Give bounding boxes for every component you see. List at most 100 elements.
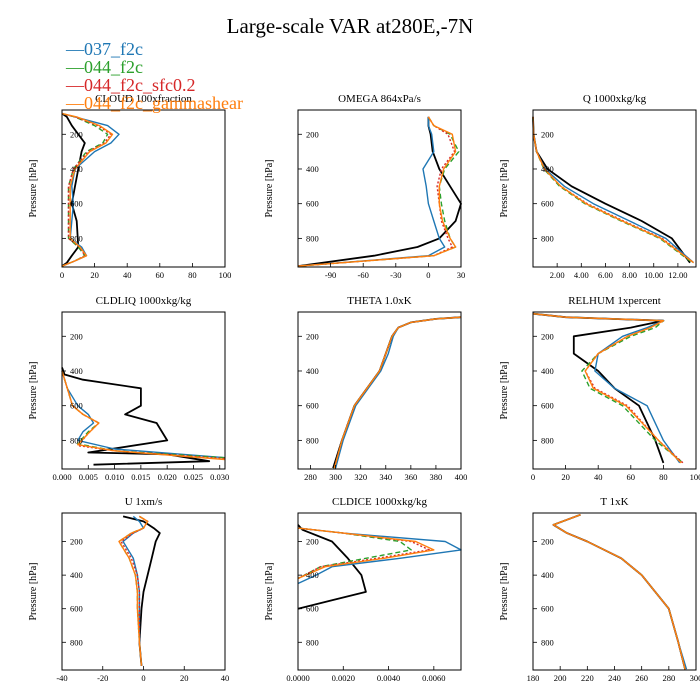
panel-7-xtick-label: 0: [141, 673, 145, 683]
panel-7-ytick-label: 800: [70, 637, 83, 647]
panel-6-ytick-label: 200: [541, 331, 554, 341]
panel-8-ytick-label: 400: [306, 570, 319, 580]
panel-5-series-obs: [332, 316, 462, 469]
panel-2-ytick-label: 200: [306, 129, 319, 139]
panel-3-xtick-label: 2.00: [550, 270, 565, 280]
panel-9-xtick-label: 240: [608, 673, 621, 683]
panel-7-xtick-label: -40: [56, 673, 67, 683]
panel-4-series-037_f2c: [61, 370, 226, 459]
panel-1-ytick-label: 600: [70, 199, 83, 209]
panel-7-ytick-label: 400: [70, 570, 83, 580]
panel-6-ytick-label: 400: [541, 366, 554, 376]
panel-6-ylabel: Pressure [hPa]: [499, 361, 510, 419]
panel-7-xtick-label: 20: [180, 673, 189, 683]
panel-4-xtick-label: 0.025: [184, 472, 203, 482]
panel-7-xtick-label: -20: [97, 673, 108, 683]
panel-7-series-037_f2c: [122, 515, 145, 666]
panel-7-title: U 1xm/s: [125, 496, 163, 508]
legend-label: —044_f2c: [66, 57, 143, 77]
panel-5-series-044_f2c_gammashear: [333, 316, 462, 469]
panel-1-series-044_f2c_gammashear: [61, 112, 114, 267]
panel-4-xtick-label: 0.015: [131, 472, 150, 482]
panel-8-frame: [297, 512, 462, 671]
panel-2-ytick-label: 400: [306, 164, 319, 174]
panel-2-series-044_f2c: [297, 116, 460, 267]
panel-4-ytick-label: 200: [70, 331, 83, 341]
panel-3-xtick-label: 6.00: [598, 270, 613, 280]
panel-3-ylabel: Pressure [hPa]: [499, 159, 510, 217]
panel-4-xtick-label: 0.005: [79, 472, 98, 482]
panel-9-ytick-label: 600: [541, 604, 554, 614]
panel-5-series-037_f2c: [334, 316, 462, 469]
panel-2-title: OMEGA 864xPa/s: [338, 93, 421, 105]
legend-label: —044_f2c_sfc0.2: [66, 75, 196, 95]
panel-1-ytick-label: 800: [70, 233, 83, 243]
panel-4-series-044_f2c_gammashear: [61, 370, 226, 461]
panel-1-xtick-label: 40: [123, 270, 132, 280]
panel-8-series-obs: [297, 524, 367, 610]
legend-label: —037_f2c: [66, 39, 143, 59]
panel-8-xtick-label: 0.0040: [377, 673, 400, 683]
panel-6-series-044_f2c: [532, 313, 684, 464]
panel-8-xtick-label: 0.0060: [422, 673, 445, 683]
panel-4-frame: [61, 311, 226, 470]
panel-1-frame: [61, 109, 226, 268]
panel-2-series-037_f2c: [297, 116, 446, 267]
panel-6-series-044_f2c_sfc0.2: [532, 313, 684, 464]
panel-5-xtick-label: 320: [354, 472, 367, 482]
panel-6-ytick-label: 800: [541, 435, 554, 445]
panel-3-ytick-label: 800: [541, 233, 554, 243]
panel-3-ytick-label: 400: [541, 164, 554, 174]
panel-9-ytick-label: 800: [541, 637, 554, 647]
panel-7-series-obs: [122, 515, 161, 666]
panel-5-series-044_f2c_sfc0.2: [333, 316, 462, 469]
panel-4-title: CLDLIQ 1000xkg/kg: [96, 295, 192, 307]
panel-9-series-044_f2c_sfc0.2: [552, 514, 686, 670]
panel-9-title: T 1xK: [600, 496, 628, 508]
panel-3-xtick-label: 8.00: [622, 270, 637, 280]
panel-8-xtick-label: 0.0020: [332, 673, 355, 683]
panel-8-ytick-label: 600: [306, 604, 319, 614]
panel-7-ytick-label: 600: [70, 604, 83, 614]
panel-1-xtick-label: 80: [188, 270, 197, 280]
panel-4-xtick-label: 0.020: [158, 472, 177, 482]
panel-4-xtick-label: 0.010: [105, 472, 124, 482]
panel-5-xtick-label: 400: [455, 472, 468, 482]
panel-5-xtick-label: 280: [304, 472, 317, 482]
panel-2-xtick-label: -90: [325, 270, 336, 280]
panel-5-title: THETA 1.0xK: [347, 295, 412, 307]
panel-5-ytick-label: 800: [306, 435, 319, 445]
panel-3-xtick-label: 10.00: [644, 270, 663, 280]
panel-2-series-044_f2c_sfc0.2: [297, 116, 456, 267]
panel-6-series-044_f2c_gammashear: [532, 313, 682, 464]
panel-9-ytick-label: 200: [541, 537, 554, 547]
panel-6-xtick-label: 40: [594, 472, 603, 482]
panel-1-title: CLOUD 100xfraction: [95, 93, 192, 105]
panel-3-frame: [532, 109, 697, 268]
panel-6-xtick-label: 60: [627, 472, 636, 482]
panel-5-ytick-label: 600: [306, 401, 319, 411]
panel-9-series-044_f2c: [552, 514, 686, 670]
panel-6-xtick-label: 0: [531, 472, 535, 482]
legend-item-044-f2c-gammashear: —044_f2c_gammashear: [66, 94, 243, 112]
panel-3-xtick-label: 12.00: [668, 270, 687, 280]
panel-8-series-037_f2c: [297, 527, 462, 585]
panel-3-title: Q 1000xkg/kg: [583, 93, 647, 105]
panel-9-series-037_f2c: [552, 514, 688, 670]
panel-9-xtick-label: 200: [554, 673, 567, 683]
panel-8-series-044_f2c: [297, 527, 412, 580]
panel-2-xtick-label: 30: [457, 270, 466, 280]
panel-3-ytick-label: 600: [541, 199, 554, 209]
panel-1-xtick-label: 20: [90, 270, 99, 280]
panel-6-xtick-label: 100: [690, 472, 700, 482]
panel-4-ylabel: Pressure [hPa]: [28, 361, 39, 419]
panel-4-xtick-label: 0.000: [52, 472, 71, 482]
panel-1-xtick-label: 100: [219, 270, 232, 280]
panel-6-xtick-label: 20: [561, 472, 570, 482]
panel-7-ylabel: Pressure [hPa]: [28, 562, 39, 620]
legend-item-044-f2c-sfc0.2: —044_f2c_sfc0.2: [66, 76, 195, 94]
panel-5-series-044_f2c: [333, 316, 462, 469]
panel-9-ylabel: Pressure [hPa]: [499, 562, 510, 620]
panel-1-series-044_f2c: [61, 112, 109, 267]
